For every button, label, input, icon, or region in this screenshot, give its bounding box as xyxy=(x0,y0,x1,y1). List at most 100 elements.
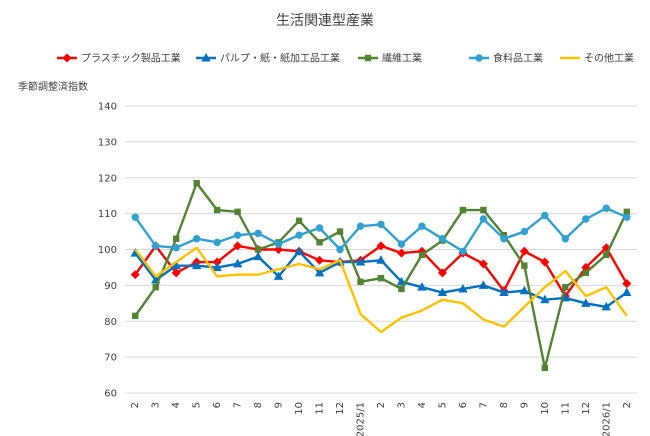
y-axis-ticks: 60 70 80 90 100 110 120 130 140 xyxy=(98,102,117,400)
x-tick-label: 2 xyxy=(130,402,141,408)
x-tick-label: 7 xyxy=(233,402,244,408)
series-3-point xyxy=(173,235,180,242)
series-3-point xyxy=(193,179,200,187)
series-2-point xyxy=(273,271,284,280)
series-2-point xyxy=(499,287,509,297)
series-3-point xyxy=(562,283,569,291)
series-2-point xyxy=(478,280,489,289)
x-tick-label: 4 xyxy=(417,402,428,408)
series-4-point xyxy=(295,231,303,239)
series-2-point xyxy=(458,283,468,293)
series-4-point xyxy=(192,235,201,243)
series-4-point xyxy=(254,229,262,238)
series-2-point xyxy=(212,262,222,271)
series-2-point xyxy=(601,301,611,311)
series-2-point xyxy=(437,287,448,297)
series-4-point xyxy=(459,247,467,255)
series-4-point xyxy=(274,240,283,248)
x-tick-label: 5 xyxy=(437,402,448,408)
x-tick-label: 8 xyxy=(253,402,264,408)
legend-label: パルプ・紙・紙加工品工業 xyxy=(220,52,340,65)
series-line xyxy=(134,244,628,298)
series-3-point xyxy=(336,228,344,235)
x-axis-ticks: 2 3 4 5 6 7 8 9 10 11 12 2025/1 2 3 4 5 6 7 8 9 10 11 12 2026/1… xyxy=(130,402,633,436)
legend-point xyxy=(62,53,72,63)
legend-item: その他工業 xyxy=(560,52,634,65)
x-tick-label: 11 xyxy=(560,402,571,415)
series-3-point xyxy=(582,269,589,277)
series-3-point xyxy=(521,262,528,269)
y-tick-label: 110 xyxy=(98,209,117,220)
x-tick-label: 12 xyxy=(581,402,592,415)
y-tick-label: 60 xyxy=(104,389,117,400)
series-group xyxy=(130,179,632,372)
series-3-point xyxy=(213,206,221,214)
y-tick-label: 70 xyxy=(104,353,117,364)
grid-lines xyxy=(125,105,637,394)
legend-item: プラスチック製品工業 xyxy=(57,52,181,65)
legend-label: 食料品工業 xyxy=(493,52,543,65)
series-3-point xyxy=(398,285,405,293)
series-4-point xyxy=(561,235,570,243)
y-axis-label: 季節調整済指数 xyxy=(18,80,88,93)
y-tick-label: 140 xyxy=(98,102,117,113)
series-3-point xyxy=(480,206,487,214)
series-4-point xyxy=(315,224,324,232)
series-4-point xyxy=(152,242,160,250)
series-4-point xyxy=(479,215,488,223)
series-1-point xyxy=(478,259,488,269)
series-1 xyxy=(130,241,632,301)
series-1-point xyxy=(540,257,550,267)
x-tick-label: 2 xyxy=(376,402,387,408)
legend-label: その他工業 xyxy=(584,52,634,65)
series-2-point xyxy=(192,260,202,270)
legend-point xyxy=(364,54,372,62)
series-2-point xyxy=(232,258,243,268)
legend-label: 繊維工業 xyxy=(382,52,422,65)
series-2-point xyxy=(540,294,550,304)
series-4 xyxy=(131,204,631,255)
series-1-point xyxy=(233,241,243,251)
chart-legend: プラスチック製品工業 パルプ・紙・紙加工品工業 繊維工業 食料品工業 その他工業 xyxy=(57,52,634,65)
y-tick-label: 100 xyxy=(98,245,117,256)
series-2-point xyxy=(581,298,591,307)
series-4-point xyxy=(233,231,242,239)
x-tick-label: 10 xyxy=(540,402,551,415)
series-2-point xyxy=(253,251,263,261)
series-3-point xyxy=(152,283,159,291)
series-2-point xyxy=(417,282,427,291)
series-1-point xyxy=(437,268,447,278)
series-3-point xyxy=(316,239,323,246)
x-tick-label: 9 xyxy=(519,402,530,408)
series-3-point xyxy=(459,206,467,214)
legend-item: 繊維工業 xyxy=(358,52,422,65)
series-3-point xyxy=(418,251,426,259)
series-1-point xyxy=(274,244,284,255)
series-3-point xyxy=(377,275,385,282)
series-3-point xyxy=(234,208,241,216)
x-tick-label: 12 xyxy=(335,402,346,415)
x-tick-label: 2 xyxy=(622,402,633,408)
x-tick-label: 2025/1 xyxy=(356,402,367,436)
y-tick-label: 80 xyxy=(104,317,117,328)
series-2-point xyxy=(314,267,325,277)
x-tick-label: 11 xyxy=(315,402,326,415)
x-tick-label: 4 xyxy=(171,402,182,408)
x-tick-label: 7 xyxy=(478,402,489,408)
series-1-point xyxy=(376,241,386,251)
x-tick-label: 3 xyxy=(396,402,407,408)
series-3-point xyxy=(541,364,549,372)
legend-point xyxy=(201,52,211,62)
series-3-point xyxy=(357,278,364,285)
series-1-point xyxy=(396,248,406,258)
series-4-point xyxy=(377,220,385,229)
series-2-point xyxy=(171,260,181,270)
series-2-point xyxy=(376,255,386,264)
series-1-point xyxy=(171,268,181,278)
series-4-point xyxy=(356,222,365,230)
series-1-point xyxy=(622,279,632,289)
series-4-point xyxy=(623,213,631,221)
x-tick-label: 3 xyxy=(151,402,162,408)
